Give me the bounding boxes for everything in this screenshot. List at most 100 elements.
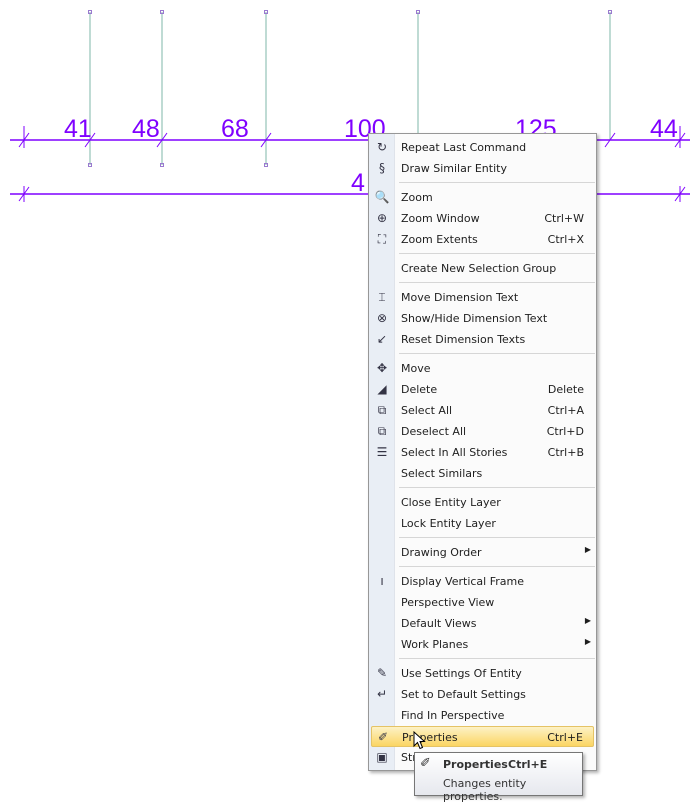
menu-item-label: Zoom <box>401 191 433 204</box>
menu-separator <box>399 566 595 567</box>
menu-item-drawing-order[interactable]: Drawing Order ▶ <box>371 542 594 563</box>
properties-icon: ✐ <box>377 730 389 744</box>
menu-item-deselect-all[interactable]: ⧉ Deselect All Ctrl+D <box>371 421 594 442</box>
menu-item-label: Create New Selection Group <box>401 262 557 275</box>
menu-separator <box>399 658 595 659</box>
menu-item-draw-similar-entity[interactable]: § Draw Similar Entity <box>371 158 594 179</box>
menu-item-label: Repeat Last Command <box>401 141 527 154</box>
menu-item-label: Set to Default Settings <box>401 688 526 701</box>
menu-item-str[interactable]: ▣ Str <box>371 747 594 768</box>
menu-item-label: Delete <box>401 383 438 396</box>
menu-item-move[interactable]: ✥ Move <box>371 358 594 379</box>
repeat-icon: ↻ <box>376 140 388 154</box>
stretch-icon: ▣ <box>376 750 388 764</box>
menu-item-work-planes[interactable]: Work Planes ▶ <box>371 634 594 655</box>
vertical-frame-icon: ı <box>380 574 384 588</box>
dimension-ticks <box>18 126 686 202</box>
menu-item-select-similars[interactable]: Select Similars <box>371 463 594 484</box>
context-menu: ↻ Repeat Last Command § Draw Similar Entity… <box>368 133 597 771</box>
menu-item-shortcut: Delete <box>547 383 584 396</box>
menu-item-label: Move Dimension Text <box>401 291 519 304</box>
menu-item-properties[interactable]: ✐ Properties Ctrl+E <box>371 726 594 747</box>
zoom-extents-icon: ⛶ <box>377 232 387 246</box>
zoom-icon: 🔍 <box>374 190 390 204</box>
draw-similar-icon: § <box>379 161 385 175</box>
menu-item-label: Deselect All <box>401 425 467 438</box>
default-settings-icon: ↵ <box>376 687 388 701</box>
menu-item-delete[interactable]: ◢ Delete Delete <box>371 379 594 400</box>
menu-item-label: Lock Entity Layer <box>401 517 496 530</box>
move-dimension-text-icon: ⌶ <box>378 290 386 304</box>
select-all-icon: ⧉ <box>377 403 387 417</box>
menu-icon-gutter <box>369 134 395 770</box>
dimension-label: 41 <box>64 115 92 143</box>
dimension-label: 68 <box>221 115 249 143</box>
submenu-arrow-icon: ▶ <box>584 637 591 646</box>
menu-item-show-hide-dimension-text[interactable]: ⊗ Show/Hide Dimension Text <box>371 308 594 329</box>
menu-item-label: Select All <box>401 404 453 417</box>
menu-item-label: Use Settings Of Entity <box>401 667 522 680</box>
menu-item-label: Properties <box>402 731 458 744</box>
menu-item-shortcut: Ctrl+X <box>547 233 584 246</box>
menu-item-select-in-all-stories[interactable]: ☰ Select In All Stories Ctrl+B <box>371 442 594 463</box>
dimension-label: 44 <box>650 115 678 143</box>
menu-item-label: Close Entity Layer <box>401 496 501 509</box>
menu-item-close-entity-layer[interactable]: Close Entity Layer <box>371 492 594 513</box>
menu-item-label: Reset Dimension Texts <box>401 333 526 346</box>
menu-item-create-new-selection-group[interactable]: Create New Selection Group <box>371 258 594 279</box>
menu-item-zoom-extents[interactable]: ⛶ Zoom Extents Ctrl+X <box>371 229 594 250</box>
tooltip: ✐ Properties Ctrl+E Changes entity prope… <box>414 752 583 803</box>
menu-item-default-views[interactable]: Default Views ▶ <box>371 613 594 634</box>
menu-item-label: Zoom Extents <box>401 233 478 246</box>
tooltip-title: Properties <box>443 758 508 771</box>
menu-item-perspective-view[interactable]: Perspective View <box>371 592 594 613</box>
menu-item-zoom-window[interactable]: ⊕ Zoom Window Ctrl+W <box>371 208 594 229</box>
menu-item-find-in-perspective[interactable]: Find In Perspective <box>371 705 594 726</box>
menu-separator <box>399 487 595 488</box>
menu-separator <box>399 182 595 183</box>
menu-item-label: Select Similars <box>401 467 483 480</box>
reset-dimension-texts-icon: ↙ <box>376 332 388 346</box>
menu-item-label: Default Views <box>401 617 477 630</box>
properties-icon: ✐ <box>420 756 431 771</box>
menu-item-use-settings-of-entity[interactable]: ✎ Use Settings Of Entity <box>371 663 594 684</box>
tooltip-description: Changes entity properties. <box>443 777 527 803</box>
menu-item-zoom[interactable]: 🔍 Zoom <box>371 187 594 208</box>
menu-item-label: Zoom Window <box>401 212 480 225</box>
menu-item-select-all[interactable]: ⧉ Select All Ctrl+A <box>371 400 594 421</box>
menu-item-label: Display Vertical Frame <box>401 575 524 588</box>
menu-item-repeat-last-command[interactable]: ↻ Repeat Last Command <box>371 137 594 158</box>
menu-separator <box>399 353 595 354</box>
tooltip-shortcut: Ctrl+E <box>508 758 548 771</box>
menu-item-lock-entity-layer[interactable]: Lock Entity Layer <box>371 513 594 534</box>
show-hide-dimension-text-icon: ⊗ <box>376 311 388 325</box>
submenu-arrow-icon: ▶ <box>584 616 591 625</box>
dimension-label: 48 <box>132 115 160 143</box>
menu-item-label: Move <box>401 362 431 375</box>
eyedropper-icon: ✎ <box>376 666 388 680</box>
menu-item-shortcut: Ctrl+D <box>546 425 584 438</box>
menu-item-shortcut: Ctrl+E <box>547 731 583 744</box>
menu-item-shortcut: Ctrl+A <box>547 404 584 417</box>
menu-item-label: Str <box>401 751 417 764</box>
menu-separator <box>399 282 595 283</box>
menu-item-move-dimension-text[interactable]: ⌶ Move Dimension Text <box>371 287 594 308</box>
menu-item-label: Perspective View <box>401 596 495 609</box>
menu-item-set-to-default-settings[interactable]: ↵ Set to Default Settings <box>371 684 594 705</box>
menu-item-shortcut: Ctrl+B <box>547 446 584 459</box>
menu-item-label: Select In All Stories <box>401 446 508 459</box>
menu-item-reset-dimension-texts[interactable]: ↙ Reset Dimension Texts <box>371 329 594 350</box>
menu-item-display-vertical-frame[interactable]: ı Display Vertical Frame <box>371 571 594 592</box>
submenu-arrow-icon: ▶ <box>584 545 591 554</box>
menu-item-label: Work Planes <box>401 638 469 651</box>
overall-dimension-label: 4 <box>351 169 365 197</box>
menu-item-label: Drawing Order <box>401 546 482 559</box>
zoom-window-icon: ⊕ <box>376 211 388 225</box>
menu-item-shortcut: Ctrl+W <box>544 212 584 225</box>
move-icon: ✥ <box>376 361 388 375</box>
menu-item-label: Draw Similar Entity <box>401 162 507 175</box>
menu-separator <box>399 537 595 538</box>
deselect-all-icon: ⧉ <box>377 424 387 438</box>
menu-separator <box>399 253 595 254</box>
menu-item-label: Find In Perspective <box>401 709 505 722</box>
